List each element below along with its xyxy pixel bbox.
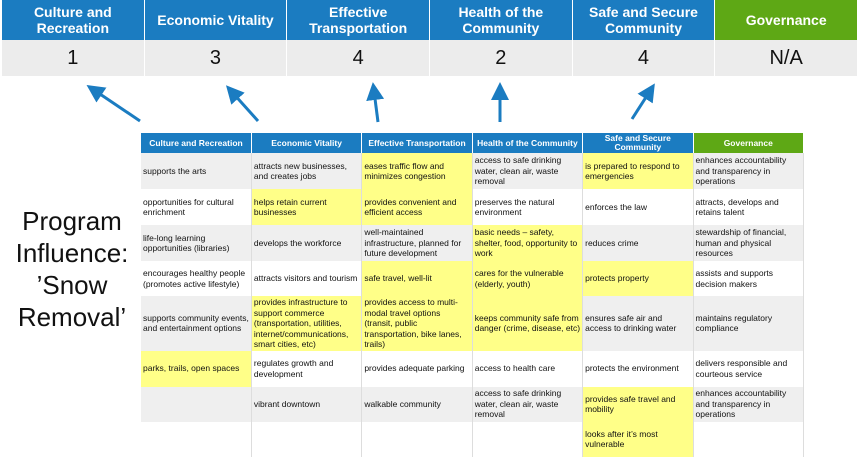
arrow-icon [86,84,141,123]
table-cell [141,421,252,457]
table-row: supports community events, and entertain… [141,296,805,351]
table-cell: provides convenient and efficient access [361,189,473,225]
table-cell: protects property [582,261,694,296]
table-cell: regulates growth and development [251,350,363,387]
table-cell: ensures safe air and access to drinking … [582,296,694,351]
table-row: looks after it’s most vulnerable [141,421,805,457]
table-cell: provides access to multi-modal travel op… [361,296,473,351]
influence-table: Culture and Recreation Economic Vitality E… [141,133,805,457]
table-cell: provides infrastructure to support comme… [251,296,363,351]
table-cell: keeps community safe from danger (crime,… [472,296,584,351]
table-header: Effective Transportation [361,133,473,153]
table-cell: preserves the natural environment [472,189,584,225]
table-cell: opportunities for cultural enrichment [141,189,252,225]
column-header: Health of the Community [430,0,573,40]
table-cell: protects the environment [582,350,694,387]
arrow-icon [366,82,385,123]
table-cell: access to safe drinking water, clean air… [472,153,584,189]
table-header: Economic Vitality [251,133,363,153]
table-header: Governance [693,133,805,153]
table-cell: encourages healthy people (promotes acti… [141,261,252,296]
table-cell: well-maintained infrastructure, planned … [361,225,473,261]
table-cell: enforces the law [582,189,694,225]
score-summary: Culture and Recreation Economic Vitality E… [2,0,858,76]
table-row: vibrant downtown walkable community access… [141,386,805,422]
score-value: 1 [2,40,145,76]
table-cell: attracts, develops and retains talent [693,189,805,225]
table-row: life-long learning opportunities (librar… [141,225,805,261]
table-cell: attracts visitors and tourism [251,261,363,296]
table-cell: delivers responsible and courteous servi… [693,350,805,387]
table-cell: cares for the vulnerable (elderly, youth… [472,261,584,296]
table-cell: assists and supports decision makers [693,261,805,296]
arrow-icon [225,85,260,123]
table-cell: basic needs – safety, shelter, food, opp… [472,225,584,261]
table-cell [361,421,473,457]
column-header: Economic Vitality [144,0,288,40]
arrow-icon [630,83,655,120]
table-cell: maintains regulatory compliance [693,296,805,351]
table-cell: parks, trails, open spaces [141,350,252,387]
table-header: Safe and Secure Community [582,133,694,153]
table-cell: provides adequate parking [361,350,473,387]
table-cell: safe travel, well-lit [361,261,473,296]
column-header: Culture and Recreation [2,0,145,40]
table-header: Culture and Recreation [141,133,252,153]
score-value: 3 [144,40,288,76]
arrows [86,82,655,123]
table-cell: enhances accountability and transparency… [693,153,805,189]
table-row: supports the arts attracts new businesses… [141,153,805,189]
program-title: Program Influence: ’Snow Removal’ [15,206,129,332]
table-cell [141,386,252,422]
table-cell: helps retain current businesses [251,189,363,225]
table-cell: access to health care [472,350,584,387]
table-cell [251,421,363,457]
table-cell: provides safe travel and mobility [582,386,694,422]
table-cell: vibrant downtown [251,386,363,422]
table-cell [472,421,584,457]
table-cell: enhances accountability and transparency… [693,386,805,422]
score-value: 4 [287,40,430,76]
table-cell: access to safe drinking water, clean air… [472,386,584,422]
column-header: Effective Transportation [287,0,430,40]
table-cell: walkable community [361,386,473,422]
column-header: Governance [715,0,858,40]
table-cell: attracts new businesses, and creates job… [251,153,363,189]
table-cell: reduces crime [582,225,694,261]
table-cell: eases traffic flow and minimizes congest… [361,153,473,189]
table-row: opportunities for cultural enrichment hel… [141,189,805,225]
table-header: Health of the Community [472,133,584,153]
table-cell: supports community events, and entertain… [141,296,252,351]
table-cell: develops the workforce [251,225,363,261]
score-value: 2 [430,40,573,76]
table-cell: stewardship of financial, human and phys… [693,225,805,261]
table-cell: looks after it’s most vulnerable [582,421,694,457]
table-row: encourages healthy people (promotes acti… [141,261,805,296]
score-value: N/A [715,40,858,76]
column-header: Safe and Secure Community [572,0,716,40]
table-cell [693,421,805,457]
score-value: 4 [572,40,716,76]
table-cell: is prepared to respond to emergencies [582,153,694,189]
table-cell: supports the arts [141,153,252,189]
table-cell: life-long learning opportunities (librar… [141,225,252,261]
table-row: parks, trails, open spaces regulates grow… [141,350,805,387]
